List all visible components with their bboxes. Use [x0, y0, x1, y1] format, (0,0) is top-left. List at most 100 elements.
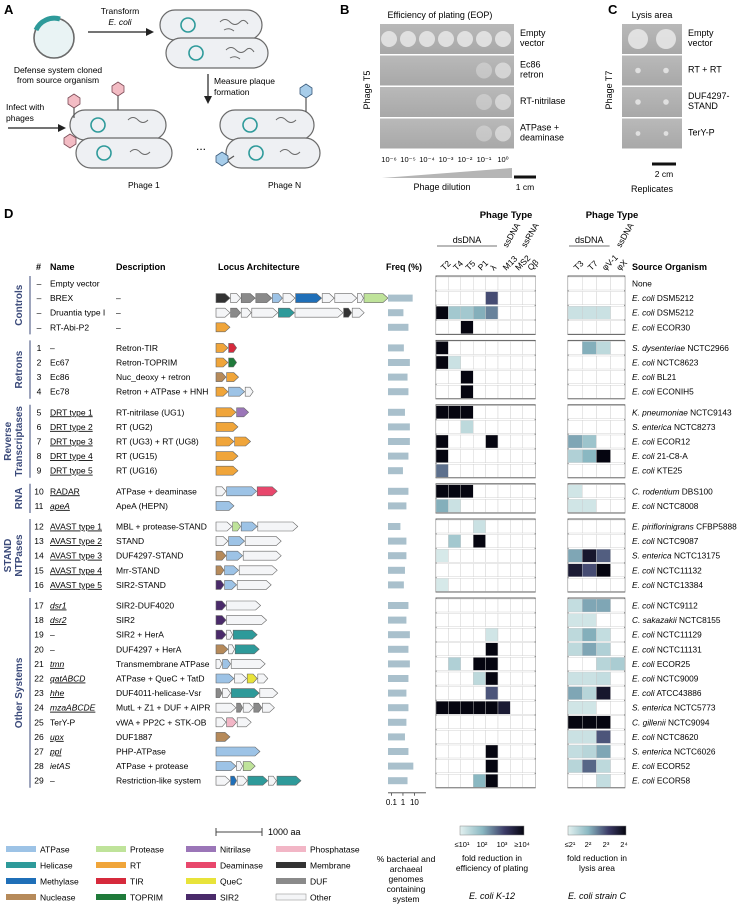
k12-heatmap-cell [497, 730, 511, 744]
c-heatmap-cell [596, 563, 611, 577]
k12-heatmap-cell [485, 355, 499, 370]
gene-arrow-sir2 [215, 580, 225, 590]
c-heatmap-cell [610, 628, 625, 642]
k12-heatmap-cell [435, 291, 449, 305]
table-row: 22 qatABCD ATPase + QueC + TatD E. coli NCT… [34, 671, 699, 686]
k12-heatmap-cell [497, 598, 511, 613]
k12-heatmap-cell [510, 519, 523, 534]
k12-heatmap-cell [510, 449, 523, 463]
gene-arrow-helicase [232, 629, 258, 640]
gene-arrow-rt [226, 372, 240, 382]
k12-heatmap-cell [485, 420, 499, 434]
legend-swatch-membrane [276, 862, 306, 868]
row-description: RT (UG2) [116, 422, 153, 432]
k12-heatmap-cell [522, 306, 536, 320]
row-source-organism: C. sakazakii NCTC8155 [632, 615, 721, 625]
c-heatmap-cell [596, 715, 611, 729]
phage-n-icon [215, 83, 313, 167]
row-description: ATPase + QueC + TatD [116, 674, 205, 684]
c-heatmap-cell [567, 598, 583, 613]
c-heatmap-cell [582, 549, 597, 563]
k12-heatmap-cell [473, 642, 486, 656]
gene-arrow-nuclease [215, 372, 227, 382]
legend-label: TOPRIM [130, 893, 163, 903]
table-row: 6 DRT type 2 RT (UG2) S. enterica NCTC8273 [37, 420, 716, 434]
row-description: Mrr-STAND [116, 565, 160, 575]
col-header-num: # [36, 262, 41, 272]
table-row: – Empty vector None [37, 276, 652, 291]
k12-heatmap-cell [473, 686, 486, 700]
c-group-box [567, 339, 626, 400]
k12-heatmap-cell [435, 759, 449, 773]
gene-arrow-duf [253, 702, 263, 713]
k12-heatmap-cell [510, 642, 523, 656]
freq-axis-tick-label: 0.1 [386, 798, 398, 807]
k12-heatmap-cell [510, 499, 523, 513]
freq-bar [388, 467, 403, 475]
k12-heatmap-cell [473, 306, 486, 320]
k12-heatmap-cell [473, 613, 486, 627]
row-description: Retron + ATPase + HNH [116, 387, 208, 397]
panel-a: A Defense system cloned from source orga… [4, 2, 321, 190]
legend-swatch-helicase [6, 862, 36, 868]
freq-axis: 0.1 1 10 % bacterial andarchaealgenomescont… [377, 792, 436, 904]
k12-heatmap-cell [522, 642, 536, 656]
row-description: Transmembrane ATPase [116, 659, 210, 669]
c-heatmap-cell [582, 730, 597, 744]
eop-plaque-spot [457, 31, 473, 47]
k12-heatmap-cell [448, 484, 461, 498]
k12-heatmap-cell [497, 341, 511, 355]
phage-type-header-c: Phage Type [586, 210, 639, 221]
gene-arrow-methylase [295, 293, 323, 303]
row-name: ppl [49, 747, 62, 757]
table-row: 17 dsr1 SIR2-DUF4020 E. coli NCTC9112 [34, 598, 698, 613]
k12-heatmap-cell [473, 370, 486, 384]
eop-row-label: Empty [520, 28, 546, 38]
row-description: – [116, 308, 121, 318]
freq-bar [388, 438, 410, 445]
gene-arrow-duf [230, 307, 242, 318]
c-heatmap-cell [596, 320, 611, 334]
gene-arrow-other [251, 307, 279, 318]
legend-swatch-sir2 [186, 894, 216, 900]
k12-heatmap-cell [460, 598, 474, 613]
row-description: RT (UG3) + RT (UG8) [116, 437, 199, 447]
c-heatmap-cell [567, 420, 583, 434]
gene-arrow-other [294, 307, 344, 318]
c-heatmap-cell [596, 578, 611, 592]
k12-heatmap-cell [522, 355, 536, 370]
k12-heatmap-cell [435, 306, 449, 320]
k12-heatmap-cell [460, 774, 474, 788]
gene-arrow-nuclease [215, 565, 225, 576]
c-heatmap-cell [596, 306, 611, 320]
gene-arrow-atpase [226, 550, 244, 561]
k12-heatmap-cell [448, 774, 461, 788]
gene-arrow-other [226, 600, 262, 611]
k12-heatmap-cell [522, 598, 536, 613]
k12-heatmap-cell [510, 534, 523, 548]
c-heatmap-cell [610, 598, 625, 613]
legend-label: Deaminase [220, 861, 263, 871]
row-name: Ec78 [50, 387, 70, 397]
c-heatmap-cell [610, 484, 625, 498]
freq-bar [388, 537, 407, 545]
gene-arrow-other [236, 717, 252, 728]
eop-row-label: Ec86 [520, 60, 541, 70]
k12-heatmap-cell [485, 306, 499, 320]
gene-arrow-other [244, 536, 282, 546]
k12-heatmap-cell [448, 405, 461, 419]
c-heatmap-cell [596, 730, 611, 744]
k12-heatmap-cell [473, 730, 486, 744]
ecoli-cells [159, 9, 269, 69]
gene-arrow-deaminase [256, 486, 278, 497]
row-description: DUF4297-STAND [116, 551, 183, 561]
panel-c-phage-label: Phage T7 [604, 71, 614, 110]
k12-heatmap-cell [473, 578, 486, 592]
gene-arrow-rt [215, 322, 231, 333]
panel-c-scale-text: 2 cm [655, 169, 673, 179]
k12-heatmap-cell [510, 320, 523, 334]
k12-heatmap-cell [435, 464, 449, 478]
row-name: Ec86 [50, 372, 70, 382]
legend-label: ATPase [40, 845, 70, 855]
